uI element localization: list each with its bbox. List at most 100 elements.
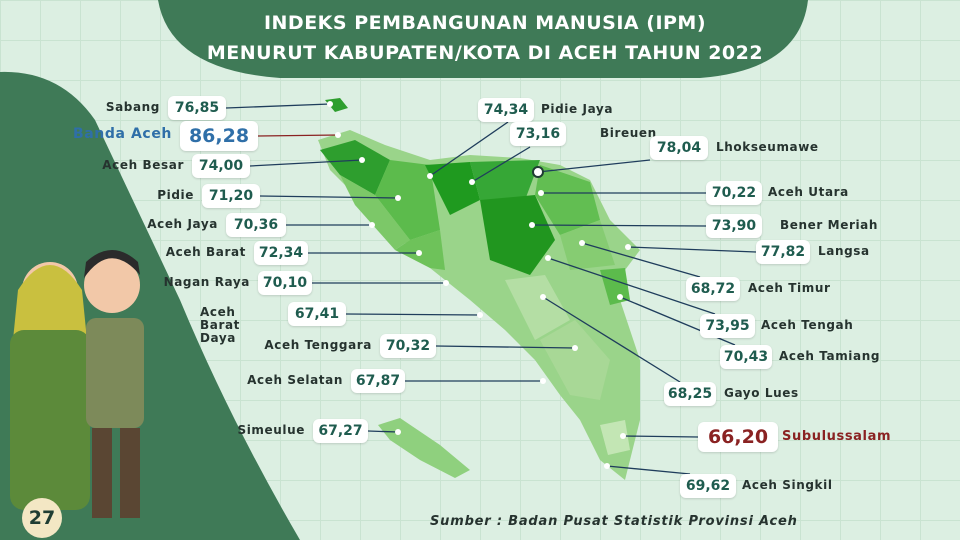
value-label: 70,36 bbox=[226, 213, 286, 237]
region-bireuen bbox=[470, 160, 540, 200]
region-dot bbox=[359, 157, 365, 163]
region-dot bbox=[327, 101, 333, 107]
region-dot bbox=[529, 222, 535, 228]
region-aceh-jaya bbox=[340, 175, 410, 250]
region-name: Aceh Barat Daya bbox=[200, 305, 240, 345]
value-label: 66,20 bbox=[698, 422, 778, 452]
region-name: Aceh Tenggara bbox=[264, 338, 372, 352]
region-dot bbox=[540, 294, 546, 300]
region-aceh-tengah bbox=[480, 195, 555, 275]
region-pidie bbox=[375, 160, 440, 240]
region-dot bbox=[395, 195, 401, 201]
region-dot bbox=[545, 255, 551, 261]
value-label: 69,62 bbox=[680, 474, 736, 498]
region-dot bbox=[604, 463, 610, 469]
title-line: INDEKS PEMBANGUNAN MANUSIA (IPM) bbox=[263, 12, 707, 34]
region-pidie-jaya-bireuen bbox=[425, 162, 480, 215]
region-name: Aceh Besar bbox=[102, 158, 184, 172]
callout-line bbox=[606, 465, 691, 475]
callouts bbox=[225, 101, 757, 475]
value-label: 76,85 bbox=[168, 96, 226, 120]
region-name: Aceh Tamiang bbox=[779, 349, 881, 363]
region-dot bbox=[625, 244, 631, 250]
callout-line bbox=[249, 159, 363, 167]
region-name: Aceh Singkil bbox=[742, 478, 833, 492]
source-note: Sumber : Badan Pusat Statistik Provinsi … bbox=[430, 514, 798, 529]
callout-line bbox=[225, 103, 331, 109]
region-name: Aceh Barat bbox=[165, 245, 246, 259]
region-name: Bener Meriah bbox=[780, 218, 879, 232]
region-dot bbox=[617, 294, 623, 300]
aceh-map bbox=[318, 98, 640, 480]
value-label: 67,41 bbox=[288, 302, 346, 326]
region-dot bbox=[579, 240, 585, 246]
region-name: Aceh Timur bbox=[748, 281, 831, 295]
region-dot bbox=[538, 190, 544, 196]
region-dot bbox=[469, 179, 475, 185]
value-label: 86,28 bbox=[180, 121, 258, 151]
region-name: Nagan Raya bbox=[163, 275, 250, 289]
region-dot bbox=[540, 378, 546, 384]
callout-line bbox=[537, 159, 651, 173]
value-label: 71,20 bbox=[202, 184, 260, 208]
title-line: MENURUT KABUPATEN/KOTA DI ACEH TAHUN 202… bbox=[206, 42, 764, 64]
value-label: 67,27 bbox=[313, 419, 368, 443]
region-name: Lhokseumawe bbox=[716, 140, 819, 154]
value-label: 70,10 bbox=[258, 271, 312, 295]
region-simeulue bbox=[378, 418, 470, 478]
region-name: Aceh Tengah bbox=[761, 318, 854, 332]
callout-line bbox=[259, 195, 399, 199]
value-label: 74,00 bbox=[192, 154, 250, 178]
value-label: 70,22 bbox=[706, 181, 762, 205]
callout-line bbox=[345, 313, 481, 316]
region-name: Aceh Jaya bbox=[147, 217, 218, 231]
callout-line bbox=[622, 435, 699, 438]
value-label: 77,82 bbox=[756, 240, 810, 264]
callout-line bbox=[542, 296, 681, 383]
page-number: 27 bbox=[22, 498, 62, 538]
region-name: Gayo Lues bbox=[724, 386, 799, 400]
region-gayo-lues bbox=[505, 275, 570, 340]
region-name: Pidie bbox=[157, 188, 194, 202]
value-label: 68,72 bbox=[686, 277, 740, 301]
region-name: Pidie Jaya bbox=[541, 102, 614, 116]
region-dot bbox=[416, 250, 422, 256]
value-label: 73,90 bbox=[706, 214, 762, 238]
title-banner bbox=[158, 0, 808, 78]
illustration bbox=[10, 250, 144, 518]
region-dot bbox=[335, 132, 341, 138]
region-dot bbox=[532, 166, 544, 178]
region-name: Subulussalam bbox=[782, 429, 892, 444]
callout-line bbox=[581, 242, 701, 278]
region-name: Sabang bbox=[105, 100, 160, 114]
value-label: 78,04 bbox=[650, 136, 708, 160]
region-dot bbox=[443, 280, 449, 286]
region-dot bbox=[477, 312, 483, 318]
value-label: 72,34 bbox=[254, 241, 308, 265]
value-label: 73,95 bbox=[700, 314, 755, 338]
region-dot bbox=[620, 433, 626, 439]
region-aceh-tenggara bbox=[540, 320, 610, 400]
callout-line bbox=[471, 146, 531, 183]
callout-line bbox=[547, 257, 716, 315]
value-label: 68,25 bbox=[664, 382, 716, 406]
region-aceh-besar bbox=[320, 140, 390, 195]
region-name: Bireuen bbox=[600, 126, 657, 140]
region-subulussalam bbox=[600, 420, 630, 455]
region-dot bbox=[427, 173, 433, 179]
region-dot bbox=[572, 345, 578, 351]
value-label: 67,87 bbox=[351, 369, 405, 393]
callout-line bbox=[429, 121, 509, 177]
region-dot bbox=[395, 429, 401, 435]
region-name: Langsa bbox=[818, 244, 870, 258]
region-aceh-utara bbox=[535, 165, 600, 235]
region-name: Aceh Selatan bbox=[247, 373, 343, 387]
region-name: Simeulue bbox=[237, 423, 305, 437]
callout-line bbox=[627, 246, 757, 253]
callout-line bbox=[367, 430, 399, 433]
region-aceh-barat bbox=[395, 230, 445, 270]
value-label: 70,43 bbox=[720, 345, 772, 369]
callout-line bbox=[257, 134, 339, 137]
